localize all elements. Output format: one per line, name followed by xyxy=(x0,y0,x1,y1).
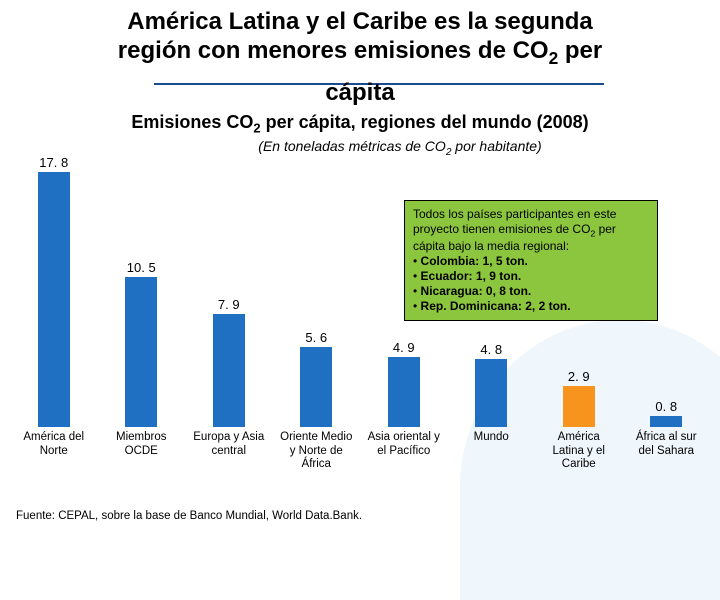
subtitle-pre: Emisiones CO xyxy=(131,112,253,132)
bar xyxy=(650,416,682,427)
bar-value-label: 17. 8 xyxy=(39,155,68,170)
bar-value-label: 4. 8 xyxy=(480,342,502,357)
title-line2: región con menores emisiones de CO xyxy=(118,37,549,64)
annotation-bullet: • Nicaragua: 0, 8 ton. xyxy=(413,284,531,298)
annotation-box: Todos los países participantes en este p… xyxy=(404,200,658,321)
bar-col: 4. 8 xyxy=(454,342,528,428)
annotation-bullet: • Rep. Dominicana: 2, 2 ton. xyxy=(413,299,571,313)
bar-category-label: Mundo xyxy=(454,429,528,487)
caption-post: por habitante) xyxy=(451,138,541,154)
bar-category-label: África al sur del Sahara xyxy=(629,429,703,487)
bar-value-label: 4. 9 xyxy=(393,340,415,355)
bar xyxy=(125,277,157,427)
bar-col: 2. 9 xyxy=(542,369,616,428)
bar-category-label: América Latina y el Caribe xyxy=(542,429,616,487)
bar-value-label: 10. 5 xyxy=(127,260,156,275)
bar xyxy=(213,314,245,427)
title-line2-tail: per xyxy=(558,37,602,64)
bar-col: 5. 6 xyxy=(279,330,353,427)
bar xyxy=(38,172,70,427)
bar xyxy=(300,347,332,427)
annotation-intro: Todos los países participantes en este p… xyxy=(413,207,616,253)
bar-category-label: Oriente Medio y Norte de África xyxy=(279,429,353,487)
main-title: América Latina y el Caribe es la segunda… xyxy=(0,0,720,126)
title-sub: 2 xyxy=(549,48,559,68)
bar-category-label: Europa y Asia central xyxy=(192,429,266,487)
bar-value-label: 0. 8 xyxy=(655,399,677,414)
bar-col: 7. 9 xyxy=(192,297,266,427)
caption-pre: (En toneladas métricas de CO xyxy=(258,138,446,154)
bar xyxy=(388,357,420,427)
source-text: Fuente: CEPAL, sobre la base de Banco Mu… xyxy=(16,510,362,522)
bar-col: 17. 8 xyxy=(17,155,91,427)
bar xyxy=(563,386,595,428)
title-line1: América Latina y el Caribe es la segunda xyxy=(127,8,593,35)
subtitle-post: per cápita, regiones del mundo (2008) xyxy=(261,112,589,132)
chart-subtitle: Emisiones CO2 per cápita, regiones del m… xyxy=(0,112,720,136)
bar-value-label: 5. 6 xyxy=(305,330,327,345)
bar xyxy=(475,359,507,428)
subtitle-sub: 2 xyxy=(253,121,260,136)
bar-category-label: América del Norte xyxy=(17,429,91,487)
annotation-bullet: • Ecuador: 1, 9 ton. xyxy=(413,269,521,283)
title-line3: cápita xyxy=(325,79,394,106)
annotation-bullet: • Colombia: 1, 5 ton. xyxy=(413,254,528,268)
bar-col: 10. 5 xyxy=(104,260,178,427)
bar-category-label: Asia oriental y el Pacífico xyxy=(367,429,441,487)
bar-col: 4. 9 xyxy=(367,340,441,427)
bar-category-label: Miembros OCDE xyxy=(104,429,178,487)
bar-col: 0. 8 xyxy=(629,399,703,427)
chart-caption: (En toneladas métricas de CO2 por habita… xyxy=(80,138,720,158)
bar-value-label: 2. 9 xyxy=(568,369,590,384)
bar-value-label: 7. 9 xyxy=(218,297,240,312)
